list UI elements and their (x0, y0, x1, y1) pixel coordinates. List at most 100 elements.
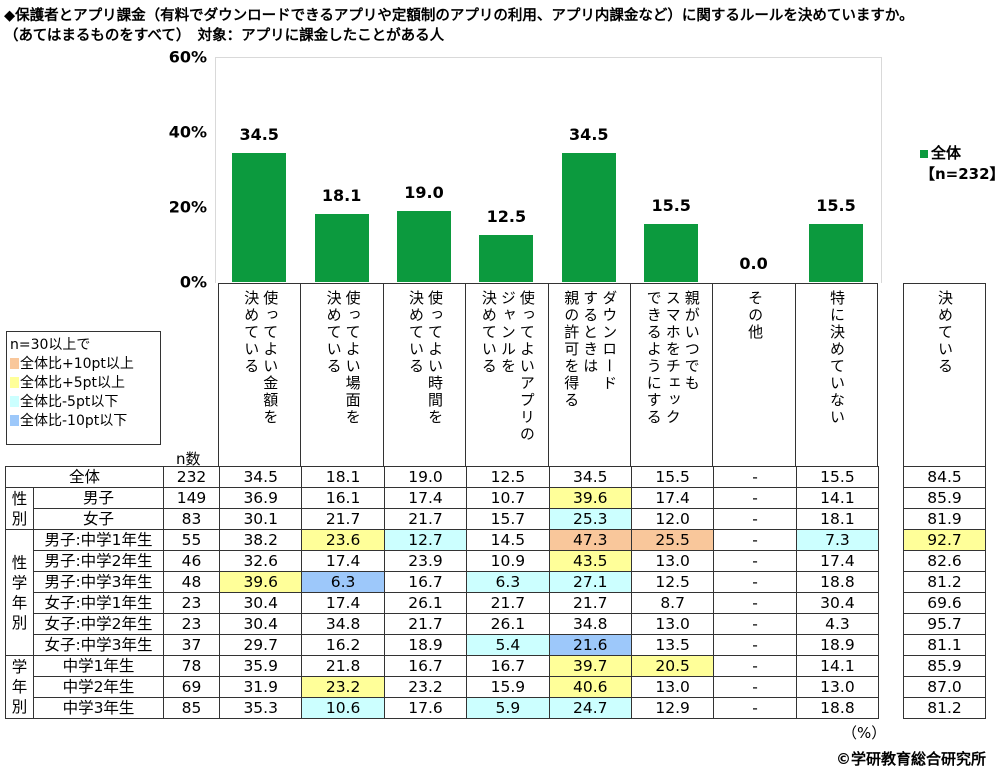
value-cell: 15.5 (630, 466, 715, 488)
column-header: 使ってよいアプリの ジャンルを 決めている (465, 283, 549, 466)
table-row: 女子 83 30.1 21.7 21.7 15.7 25.3 12.0-18.1 (6, 508, 880, 530)
value-cell: 39.6 (548, 487, 632, 509)
value-cell: 21.7 (383, 508, 468, 530)
value-cell: 21.6 (548, 634, 632, 656)
value-cell: 6.3 (301, 571, 385, 593)
highlight-legend-item: 全体比+5pt以上 (10, 374, 157, 393)
n-header: n数 (176, 450, 201, 468)
value-cell: 13.5 (630, 634, 715, 656)
value-cell: 18.1 (301, 466, 385, 488)
column-header-label: 決めている (936, 290, 954, 375)
value-cell: 30.4 (218, 613, 303, 635)
n-cell: 83 (163, 508, 220, 530)
table-row: 性 別男子 149 36.9 16.1 17.4 10.7 39.6 17.4-14.1 (5, 487, 880, 530)
value-cell: 23.9 (383, 550, 468, 572)
bar (232, 152, 287, 282)
highlight-legend-item: 全体比-5pt以下 (10, 393, 157, 412)
table-row: 95.7 (903, 613, 986, 635)
value-cell: 26.1 (383, 592, 468, 614)
value-cell: 20.5 (630, 655, 715, 677)
column-header-label: 親がいつでも スマホをチェック できるようにする (644, 290, 701, 426)
n-cell: 48 (163, 571, 220, 593)
value-cell: 15.9 (466, 676, 550, 698)
row-label: 中学3年生 (33, 697, 164, 719)
row-label: 男子:中学1年生 (33, 529, 164, 551)
value-cell: 21.7 (383, 613, 468, 635)
table-row: 中学3年生 85 35.3 10.6 17.6 5.9 24.7 12.9-18.8 (6, 697, 880, 719)
value-cell: 23.6 (301, 529, 385, 551)
highlight-legend-item: 全体比-10pt以下 (10, 412, 157, 431)
bar-value-label: 15.5 (816, 195, 856, 215)
value-cell: - (713, 592, 797, 614)
row-label: 中学1年生 (33, 655, 164, 677)
value-cell: 34.5 (218, 466, 303, 488)
value-cell: 5.9 (466, 697, 550, 719)
row-label: 中学2年生 (33, 676, 164, 698)
value-cell: 8.7 (630, 592, 715, 614)
table-row: 81.2 (903, 697, 986, 719)
n-cell: 78 (163, 655, 220, 677)
row-label: 女子:中学3年生 (33, 634, 164, 656)
value-cell: 36.9 (218, 487, 303, 509)
value-cell: 39.7 (548, 655, 632, 677)
bar-value-label: 34.5 (569, 124, 609, 144)
value-cell: 18.1 (795, 508, 880, 530)
table-row: 全体 232 34.5 18.1 19.0 12.5 34.5 15.5-15.5 (5, 466, 880, 488)
value-cell: 17.4 (301, 592, 385, 614)
highlight-legend: n=30以上で 全体比+10pt以上 全体比+5pt以上 全体比-5pt以下 全体比-… (6, 331, 161, 445)
value-cell: 26.1 (466, 613, 550, 635)
n-cell: 85 (163, 697, 220, 719)
total-cell: 85.9 (903, 487, 986, 509)
bar-value-label: 0.0 (739, 254, 768, 273)
table-row: 女子:中学2年生 23 30.4 34.8 21.7 26.1 34.8 13.0-4.3 (6, 613, 880, 635)
value-cell: 10.6 (301, 697, 385, 719)
value-cell: - (713, 676, 797, 698)
bar (397, 210, 451, 282)
chart-title: ◆保護者とアプリ課金（有料でダウンロードできるアプリや定額制のアプリの利用、アプ… (4, 8, 914, 24)
value-cell: 40.6 (548, 676, 632, 698)
value-cell: - (713, 466, 797, 488)
legend-swatch (10, 358, 19, 369)
value-cell: 34.5 (548, 466, 632, 488)
value-cell: 17.4 (383, 487, 468, 509)
value-cell: 21.8 (301, 655, 385, 677)
bar (644, 223, 699, 282)
table-row: 85.9 (903, 487, 986, 509)
value-cell: 23.2 (383, 676, 468, 698)
row-label: 男子:中学2年生 (33, 550, 164, 572)
bar-value-label: 15.5 (651, 195, 691, 215)
value-cell: - (713, 550, 797, 572)
bar-value-label: 34.5 (239, 124, 279, 144)
table-row: 92.7 (903, 529, 986, 551)
total-cell: 69.6 (903, 592, 986, 614)
value-cell: 12.5 (466, 466, 550, 488)
total-cell: 81.1 (903, 634, 986, 656)
bar-value-label: 12.5 (486, 207, 527, 227)
value-cell: 18.9 (383, 634, 468, 656)
legend-label: 全体【n=232】 (920, 144, 1000, 183)
table-row: 男子:中学2年生 46 32.6 17.4 23.9 10.9 43.5 13.0-17.4 (6, 550, 880, 572)
table-row: 学 年 別中学1年生 78 35.9 21.8 16.7 16.7 39.7 20.5-14.… (5, 655, 880, 719)
total-cell: 81.9 (903, 508, 986, 530)
value-cell: 34.8 (301, 613, 385, 635)
bar (314, 214, 369, 282)
row-label: 女子 (33, 508, 164, 530)
legend-swatch (10, 396, 19, 407)
data-table: 全体 232 34.5 18.1 19.0 12.5 34.5 15.5-15.5 性 別男子 1… (5, 466, 880, 719)
row-label: 男子:中学3年生 (33, 571, 164, 593)
value-cell: 35.9 (218, 655, 303, 677)
y-tick-label: 60% (168, 47, 207, 67)
value-cell: - (713, 634, 797, 656)
column-header: 決めている (903, 283, 986, 466)
column-header-label: ダウンロード するときは 親の許可を得る (562, 290, 619, 409)
plot-area: 全体【n=232】 (215, 57, 1000, 283)
column-header-label: 使ってよい金額を 決めている (242, 290, 280, 426)
value-cell: - (713, 508, 797, 530)
value-cell: - (713, 571, 797, 593)
total-cell: 85.9 (903, 655, 986, 677)
value-cell: 16.2 (301, 634, 385, 656)
table-row: 81.9 (903, 508, 986, 530)
value-cell: 15.5 (795, 466, 880, 488)
value-cell: 16.1 (301, 487, 385, 509)
value-cell: 7.3 (795, 529, 880, 551)
